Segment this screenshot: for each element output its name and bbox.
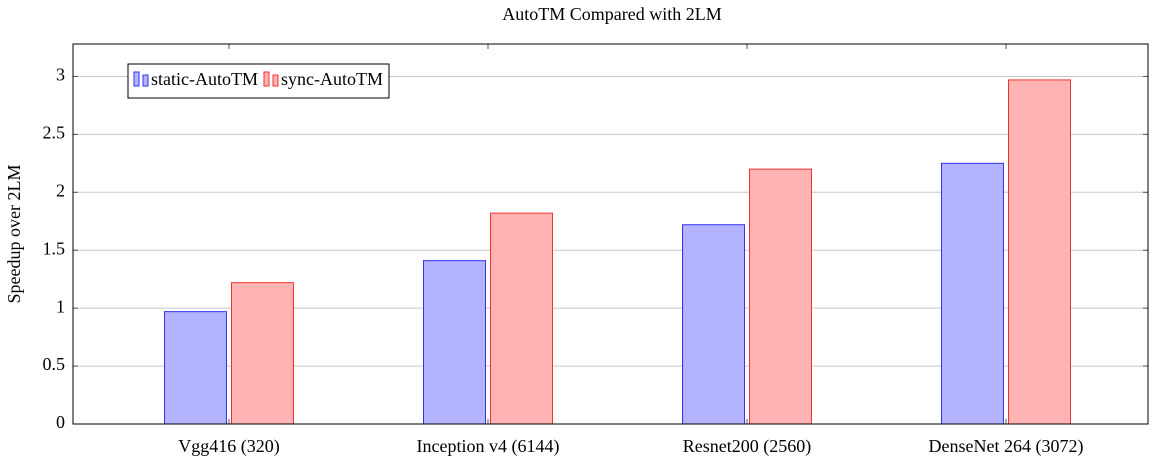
y-axis-label: Speedup over 2LM — [4, 165, 24, 304]
legend-swatch — [272, 74, 279, 87]
legend-box — [127, 63, 390, 99]
x-tick-label: Resnet200 (2560) — [683, 436, 811, 457]
legend-swatch — [133, 71, 140, 87]
legend-label: static-AutoTM — [151, 69, 258, 89]
y-tick-label: 3 — [56, 65, 65, 85]
bar — [231, 282, 294, 425]
y-tick-label: 1 — [56, 296, 65, 316]
bar — [1008, 79, 1071, 425]
bar — [749, 168, 812, 425]
y-tick-label: 0.5 — [43, 354, 66, 374]
chart-title: AutoTM Compared with 2LM — [502, 4, 721, 24]
x-tick-label: Inception v4 (6144) — [417, 436, 560, 457]
y-tick-label: 2.5 — [43, 122, 66, 142]
y-tick-label: 0 — [56, 412, 65, 432]
x-tick-label: DenseNet 264 (3072) — [929, 436, 1084, 457]
plot-frame — [72, 43, 1149, 425]
y-tick-label: 2 — [56, 180, 65, 200]
legend-swatch — [263, 71, 270, 87]
y-tick-label: 1.5 — [43, 238, 66, 258]
bar — [682, 224, 745, 425]
bar — [490, 212, 553, 425]
x-tick-label: Vgg416 (320) — [178, 436, 280, 457]
legend-swatch — [142, 74, 149, 87]
bar — [941, 162, 1004, 425]
bar — [164, 311, 227, 425]
legend-label: sync-AutoTM — [281, 69, 383, 89]
bar — [423, 260, 486, 425]
